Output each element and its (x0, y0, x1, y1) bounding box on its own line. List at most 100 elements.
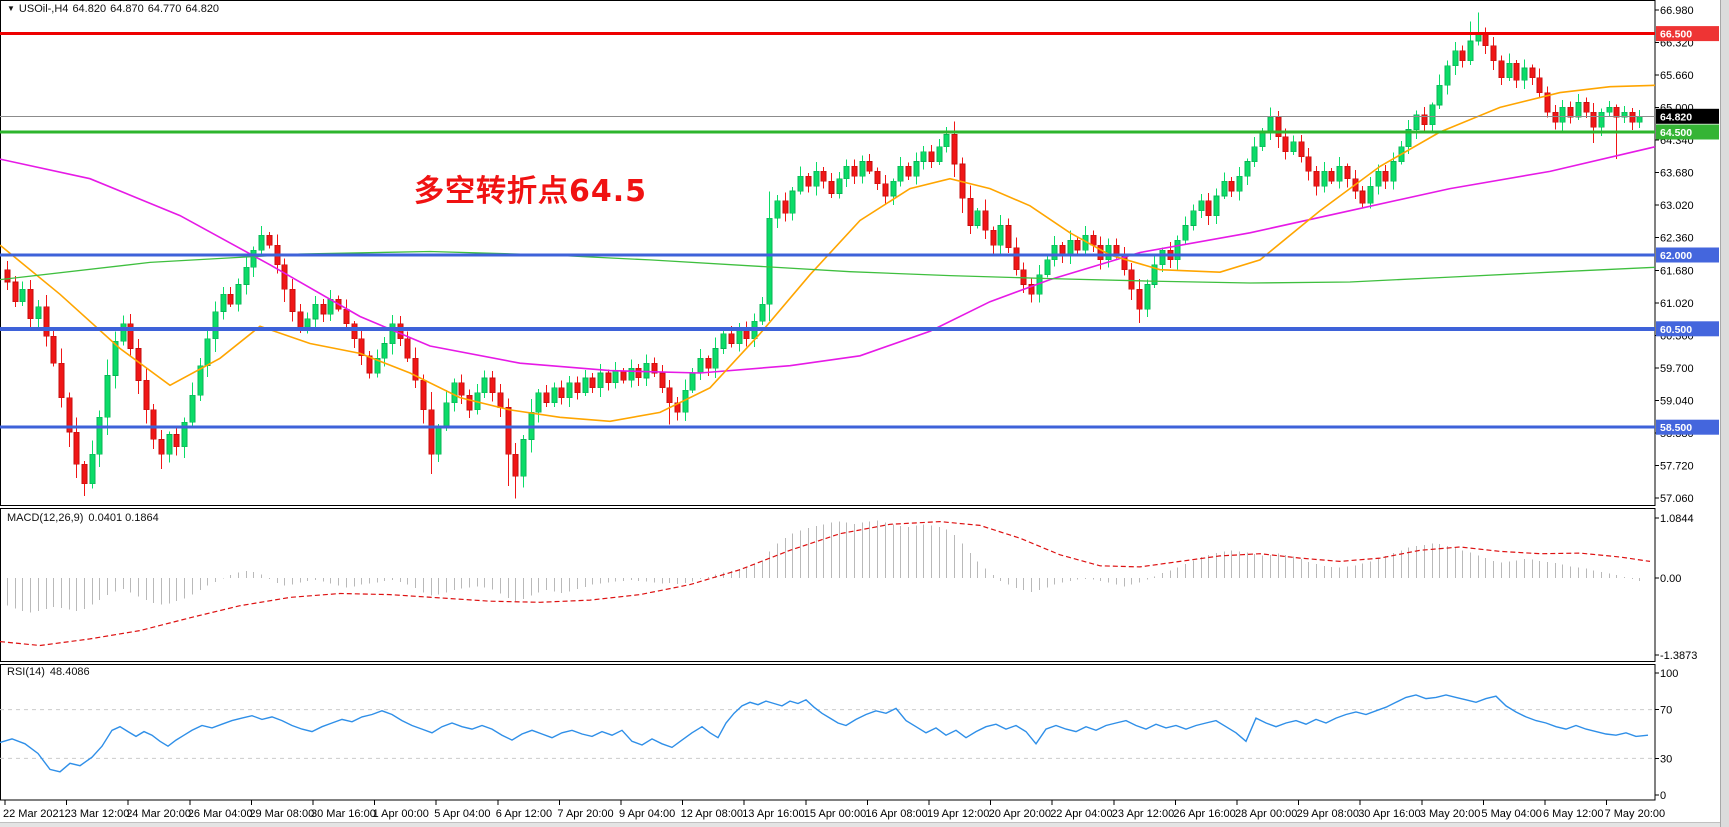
candle (582, 369, 589, 397)
candle (982, 199, 989, 239)
candle (874, 167, 881, 190)
candle (381, 337, 388, 367)
ohlc-close: 64.820 (185, 3, 220, 15)
time-axis-label: 23 Apr 12:00 (1112, 808, 1174, 820)
candle (574, 376, 581, 400)
vertical-scrollbar[interactable] (1720, 0, 1729, 827)
svg-text:64.820: 64.820 (1660, 111, 1692, 123)
price-badge-58.500: 58.500 (1656, 419, 1719, 435)
candle (828, 173, 835, 198)
candle (1013, 237, 1020, 276)
candle (805, 173, 812, 193)
candle (543, 384, 550, 408)
time-axis-label: 15 Apr 00:00 (804, 808, 866, 820)
candle (358, 328, 365, 366)
time-axis-label: 12 Apr 08:00 (681, 808, 743, 820)
candle (1444, 60, 1451, 95)
candle (374, 349, 381, 378)
candle (659, 365, 666, 394)
candle (1136, 279, 1143, 323)
rsi-value: 48.4086 (49, 666, 90, 678)
price-badge-66.500: 66.500 (1656, 26, 1719, 42)
candle (1467, 21, 1474, 65)
symbol-info: ▼ USOil-,H4 64.820 64.870 64.770 64.820 (7, 3, 223, 15)
price-tick-label: 59.040 (1660, 396, 1694, 408)
candle (481, 370, 488, 399)
macd-plot-area[interactable] (0, 508, 1656, 662)
macd-axis-label: 1.0844 (1660, 513, 1694, 525)
candle (1552, 105, 1559, 130)
candle (158, 430, 165, 469)
mid-ma-orange-line (0, 84, 1656, 423)
svg-text:62.000: 62.000 (1660, 250, 1692, 262)
time-axis-label: 7 May 20:00 (1605, 808, 1666, 820)
candle (535, 389, 542, 423)
candle (366, 351, 373, 379)
long-ma-green-line (0, 250, 1656, 284)
candle (104, 359, 111, 435)
time-axis-label: 20 Apr 20:00 (989, 808, 1051, 820)
candle (351, 321, 358, 348)
candle (66, 392, 73, 447)
candle (1174, 235, 1181, 270)
price-tick-label: 61.020 (1660, 298, 1694, 310)
candle (1298, 134, 1305, 163)
candle (127, 313, 134, 356)
candle (1313, 166, 1320, 196)
candle (1144, 279, 1151, 318)
candle (1328, 168, 1335, 185)
price-tick-label: 57.060 (1660, 493, 1694, 505)
time-axis-label: 5 Apr 04:00 (434, 808, 490, 820)
time-axis-label: 29 Mar 08:00 (249, 808, 314, 820)
price-badge-62.000: 62.000 (1656, 247, 1719, 263)
candle (1436, 74, 1443, 110)
price-tick-label: 66.980 (1660, 5, 1694, 17)
candle (489, 371, 496, 402)
candle (866, 153, 873, 174)
candle (1506, 53, 1513, 81)
candle (1321, 162, 1328, 193)
candle (1421, 106, 1428, 133)
candle (181, 417, 188, 458)
candle (1490, 37, 1497, 70)
svg-text:66.500: 66.500 (1660, 29, 1692, 41)
time-axis-label: 1 Apr 00:00 (373, 808, 429, 820)
candle (1375, 164, 1382, 195)
candle (605, 369, 612, 391)
slow-ma-magenta-line (0, 146, 1656, 374)
price-tick-label: 62.360 (1660, 232, 1694, 244)
candle (928, 144, 935, 169)
price-badge-60.500: 60.500 (1656, 321, 1719, 337)
candle (173, 425, 180, 456)
candle (466, 389, 473, 419)
rsi-plot-area[interactable] (0, 664, 1656, 801)
rsi-axis-label: 30 (1660, 753, 1672, 765)
candle (428, 391, 435, 474)
symbol-name: USOil-,H4 (18, 3, 69, 15)
candle (1244, 158, 1251, 186)
candle (1536, 68, 1543, 98)
candle (890, 178, 897, 205)
candle (1452, 41, 1459, 76)
price-tick-label: 61.680 (1660, 266, 1694, 278)
time-axis-label: 6 May 12:00 (1543, 808, 1604, 820)
horizontal-scrollbar[interactable] (0, 822, 1721, 827)
time-axis-label: 5 May 04:00 (1481, 808, 1542, 820)
rsi-name: RSI(14) (7, 666, 45, 678)
candle (1044, 254, 1051, 278)
candle (12, 276, 19, 308)
macd-axis-label: -1.3873 (1660, 650, 1697, 662)
svg-text:64.500: 64.500 (1660, 127, 1692, 139)
symbol-dropdown-icon[interactable]: ▼ (7, 4, 15, 13)
candle (1028, 278, 1035, 303)
candle (50, 328, 57, 367)
candle (58, 348, 65, 408)
candle (1128, 263, 1135, 300)
candle (1567, 101, 1574, 124)
candle (897, 157, 904, 187)
ohlc-high: 64.870 (110, 3, 144, 15)
candle (589, 372, 596, 394)
macd-signal-line (0, 520, 1651, 647)
